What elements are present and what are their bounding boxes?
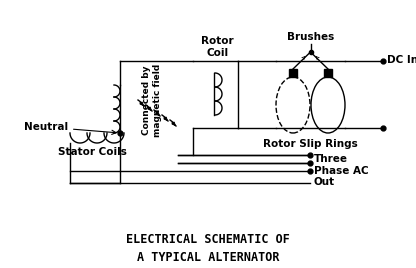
Text: Brushes: Brushes xyxy=(287,32,334,42)
Text: ELECTRICAL SCHEMATIC OF
A TYPICAL ALTERNATOR: ELECTRICAL SCHEMATIC OF A TYPICAL ALTERN… xyxy=(126,233,290,264)
Bar xyxy=(289,69,297,77)
Text: Neutral: Neutral xyxy=(24,122,116,135)
Text: Connected by
magnetic field: Connected by magnetic field xyxy=(142,64,162,137)
Text: Three
Phase AC
Out: Three Phase AC Out xyxy=(314,154,369,187)
Text: Stator Coils: Stator Coils xyxy=(57,147,126,157)
Text: Rotor
Coil: Rotor Coil xyxy=(201,36,234,58)
Text: Rotor Slip Rings: Rotor Slip Rings xyxy=(263,139,358,149)
Text: DC In: DC In xyxy=(387,55,416,65)
Bar xyxy=(324,69,332,77)
